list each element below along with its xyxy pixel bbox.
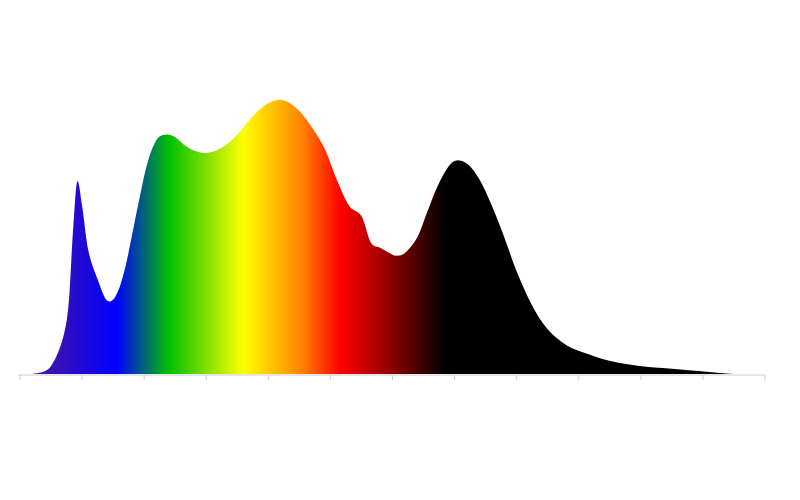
x-axis-ticks [19,375,766,380]
spectrum-area [32,99,766,374]
